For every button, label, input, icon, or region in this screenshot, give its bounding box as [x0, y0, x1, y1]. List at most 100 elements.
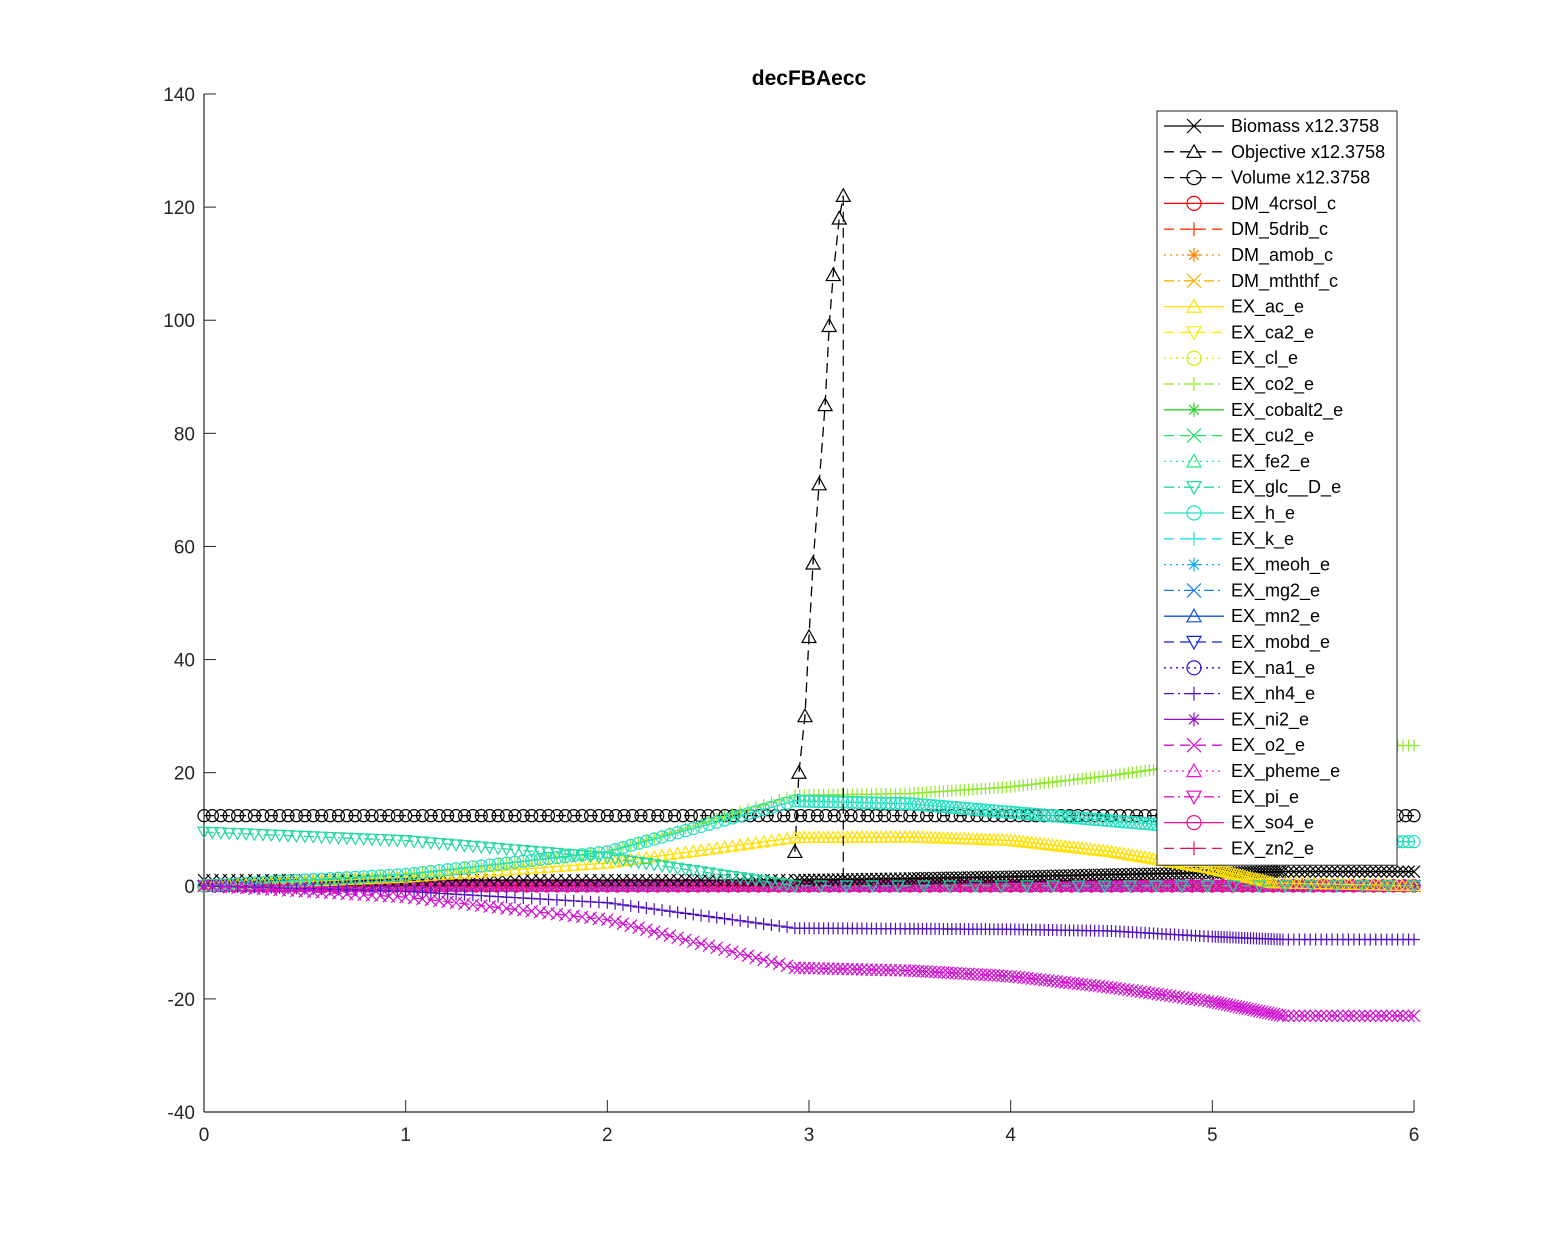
marker-plus: [773, 920, 786, 933]
chart-title: decFBAecc: [752, 67, 867, 90]
marker-x: [1320, 865, 1334, 879]
marker-circle: [407, 866, 421, 881]
marker-x: [1226, 999, 1240, 1013]
marker-circle: [1016, 806, 1030, 820]
marker-circle: [898, 797, 912, 811]
marker-plus: [742, 879, 755, 892]
marker-triangle-down: [205, 827, 220, 840]
marker-x: [772, 957, 786, 971]
legend-item: DM_5drib_c: [1164, 219, 1328, 240]
marker-x: [821, 873, 835, 887]
marker-triangle-up: [1185, 453, 1203, 468]
marker-circle: [639, 834, 654, 848]
marker-triangle-up: [1185, 143, 1203, 158]
marker-triangle-down: [255, 829, 270, 842]
marker-x: [1391, 865, 1405, 879]
marker-circle: [812, 794, 826, 809]
marker-x: [869, 963, 883, 977]
marker-circle: [702, 817, 716, 831]
marker-circle: [298, 809, 312, 823]
marker-x: [1235, 1001, 1249, 1015]
marker-circle: [1075, 811, 1089, 825]
legend-label: Objective x12.3758: [1231, 142, 1385, 162]
marker-x: [1270, 1008, 1284, 1022]
marker-plus: [1187, 531, 1201, 546]
marker-triangle-up: [533, 860, 548, 874]
marker-triangle-down: [356, 833, 371, 847]
marker-x: [1303, 1009, 1317, 1023]
marker-x: [812, 873, 826, 887]
marker-x: [865, 963, 878, 977]
marker-circle: [1058, 810, 1072, 824]
marker-x: [671, 931, 685, 945]
marker-circle: [949, 801, 963, 815]
series-markers: [198, 879, 1420, 946]
marker-x: [836, 962, 850, 976]
marker-circle: [1041, 808, 1056, 823]
marker-triangle-up: [772, 832, 787, 846]
marker-x: [1214, 997, 1228, 1010]
marker-plus: [1187, 222, 1201, 237]
marker-triangle-up: [786, 843, 803, 859]
marker-x: [788, 961, 802, 975]
series-markers: [197, 879, 1421, 1023]
marker-circle: [340, 809, 354, 823]
marker-circle: [845, 795, 859, 809]
marker-circle: [802, 794, 816, 808]
marker-triangle-down: [787, 880, 802, 894]
marker-circle: [1186, 350, 1202, 366]
marker-triangle-down: [230, 828, 245, 841]
marker-x: [1186, 118, 1202, 134]
legend-item: EX_h_e: [1164, 503, 1295, 524]
marker-circle: [634, 809, 648, 823]
y-tick-label: 0: [184, 877, 195, 898]
marker-circle: [945, 800, 959, 814]
marker-x: [798, 873, 811, 887]
marker-circle: [449, 809, 463, 823]
marker-triangle-down: [678, 863, 693, 877]
marker-triangle-up: [499, 862, 514, 876]
marker-triangle-up: [1112, 846, 1127, 859]
marker-circle: [1037, 808, 1051, 822]
marker-circle: [647, 832, 661, 846]
marker-circle: [491, 857, 505, 871]
marker-triangle-up: [558, 858, 573, 872]
marker-circle: [432, 864, 446, 878]
marker-triangle-down: [764, 876, 779, 890]
marker-plus: [722, 879, 735, 892]
marker-triangle-down: [1123, 880, 1138, 894]
marker-circle: [1398, 809, 1413, 823]
marker-circle: [807, 794, 821, 809]
marker-circle: [987, 804, 1001, 818]
marker-circle: [826, 795, 840, 809]
marker-circle: [886, 809, 900, 823]
legend-item: EX_o2_e: [1164, 735, 1305, 756]
marker-triangle-down: [348, 833, 363, 846]
marker-x: [884, 963, 898, 977]
marker-circle: [357, 809, 371, 823]
marker-x: [826, 873, 840, 886]
marker-circle: [466, 860, 480, 874]
marker-circle: [1067, 810, 1081, 825]
marker-x: [600, 913, 614, 927]
legend-label: EX_nh4_e: [1231, 684, 1315, 705]
marker-circle: [592, 809, 606, 823]
marker-x: [1309, 1009, 1323, 1023]
marker-x: [1186, 582, 1202, 598]
marker-circle: [911, 797, 925, 812]
marker-circle: [962, 802, 976, 816]
marker-triangle-down: [942, 880, 957, 894]
marker-x: [893, 872, 907, 885]
marker-circle: [966, 802, 980, 816]
marker-x: [1292, 1009, 1306, 1023]
marker-triangle-down: [499, 843, 514, 857]
marker-circle: [466, 809, 480, 823]
marker-circle: [760, 809, 774, 823]
marker-asterisk: [1187, 402, 1201, 417]
marker-circle: [1050, 809, 1064, 823]
marker-circle: [651, 809, 665, 823]
marker-triangle-up: [748, 835, 763, 849]
marker-plus: [749, 916, 762, 929]
marker-triangle-up: [1129, 848, 1144, 862]
marker-circle: [844, 809, 858, 823]
